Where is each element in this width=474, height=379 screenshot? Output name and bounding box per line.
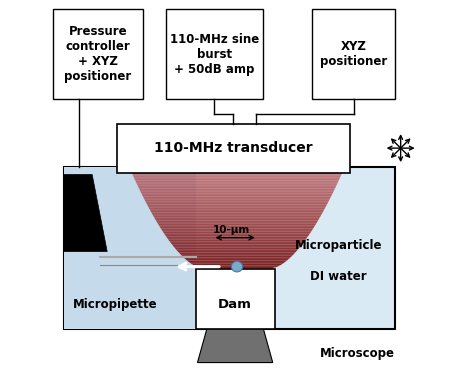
Polygon shape bbox=[185, 259, 289, 260]
Polygon shape bbox=[136, 182, 338, 184]
Bar bbox=[117, 124, 350, 172]
Polygon shape bbox=[172, 244, 302, 246]
Polygon shape bbox=[142, 195, 332, 197]
Polygon shape bbox=[191, 264, 283, 265]
Bar bbox=[64, 167, 395, 329]
Polygon shape bbox=[161, 229, 313, 230]
Text: Micropipette: Micropipette bbox=[73, 298, 157, 311]
Polygon shape bbox=[132, 174, 342, 176]
Polygon shape bbox=[187, 260, 287, 262]
Text: Pressure
controller
+ XYZ
positioner: Pressure controller + XYZ positioner bbox=[64, 25, 131, 83]
Polygon shape bbox=[133, 176, 341, 177]
Text: Dam: Dam bbox=[218, 298, 252, 311]
Text: DI water: DI water bbox=[310, 269, 367, 282]
Bar bbox=[165, 9, 264, 99]
Polygon shape bbox=[146, 201, 328, 203]
Polygon shape bbox=[158, 224, 316, 226]
Bar bbox=[196, 268, 274, 329]
Polygon shape bbox=[173, 246, 301, 248]
Polygon shape bbox=[166, 236, 308, 238]
Polygon shape bbox=[64, 174, 107, 252]
Polygon shape bbox=[197, 267, 277, 268]
Polygon shape bbox=[137, 184, 337, 185]
Polygon shape bbox=[179, 252, 295, 254]
Polygon shape bbox=[170, 241, 304, 243]
Polygon shape bbox=[132, 172, 342, 174]
Text: Microparticle: Microparticle bbox=[295, 240, 383, 252]
Polygon shape bbox=[150, 209, 324, 211]
Polygon shape bbox=[138, 187, 336, 189]
Text: 10-μm: 10-μm bbox=[213, 226, 250, 235]
Polygon shape bbox=[144, 198, 330, 200]
Bar bbox=[64, 167, 196, 329]
Polygon shape bbox=[155, 219, 319, 221]
Polygon shape bbox=[177, 251, 297, 252]
Polygon shape bbox=[141, 193, 333, 195]
Text: 110-MHz transducer: 110-MHz transducer bbox=[154, 141, 312, 155]
Polygon shape bbox=[159, 226, 315, 227]
Polygon shape bbox=[148, 206, 326, 208]
Polygon shape bbox=[149, 208, 325, 209]
Polygon shape bbox=[163, 232, 311, 233]
Polygon shape bbox=[156, 221, 318, 222]
Polygon shape bbox=[154, 217, 320, 219]
Text: 110-MHz sine
burst
+ 50dB amp: 110-MHz sine burst + 50dB amp bbox=[170, 33, 259, 75]
Polygon shape bbox=[167, 238, 307, 240]
Bar bbox=[53, 9, 143, 99]
Bar bbox=[312, 9, 395, 99]
Polygon shape bbox=[194, 265, 280, 267]
Polygon shape bbox=[140, 190, 334, 192]
Polygon shape bbox=[152, 214, 322, 216]
Ellipse shape bbox=[231, 262, 243, 272]
Polygon shape bbox=[135, 179, 339, 180]
Polygon shape bbox=[164, 233, 310, 235]
Polygon shape bbox=[171, 243, 303, 244]
Polygon shape bbox=[146, 203, 328, 205]
Polygon shape bbox=[134, 177, 340, 179]
Polygon shape bbox=[135, 180, 339, 182]
Polygon shape bbox=[189, 262, 285, 264]
Polygon shape bbox=[151, 213, 323, 214]
Polygon shape bbox=[153, 216, 321, 217]
Polygon shape bbox=[198, 329, 273, 363]
Polygon shape bbox=[176, 249, 298, 251]
Text: Microscope: Microscope bbox=[320, 347, 395, 360]
Polygon shape bbox=[168, 240, 306, 241]
Polygon shape bbox=[137, 185, 337, 187]
Polygon shape bbox=[147, 205, 327, 206]
Polygon shape bbox=[141, 192, 333, 193]
Polygon shape bbox=[139, 189, 335, 190]
Polygon shape bbox=[174, 248, 300, 249]
Text: XYZ
positioner: XYZ positioner bbox=[320, 40, 387, 68]
Polygon shape bbox=[165, 235, 309, 236]
Polygon shape bbox=[180, 254, 294, 256]
Polygon shape bbox=[151, 211, 323, 213]
Polygon shape bbox=[162, 230, 312, 232]
Polygon shape bbox=[183, 257, 291, 259]
Polygon shape bbox=[143, 197, 331, 198]
Polygon shape bbox=[157, 222, 317, 224]
Polygon shape bbox=[182, 256, 292, 257]
Polygon shape bbox=[160, 227, 314, 229]
Polygon shape bbox=[145, 200, 329, 201]
